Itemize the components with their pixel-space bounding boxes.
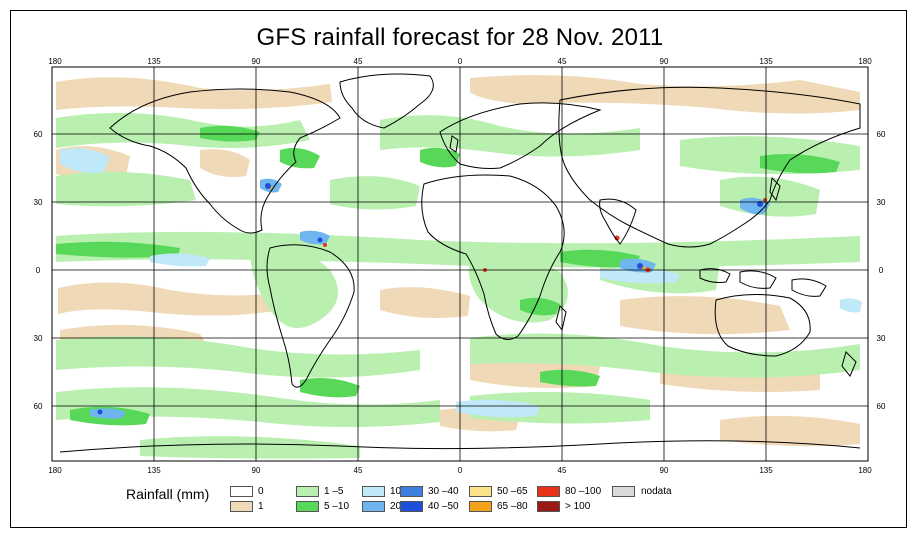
lat-labels-right: 60 30 0 30 60 <box>877 130 886 411</box>
lon-label: 90 <box>252 466 261 475</box>
lon-label: 45 <box>558 57 567 66</box>
lon-label: 180 <box>48 466 62 475</box>
lon-label: 90 <box>252 57 261 66</box>
lat-label: 60 <box>34 130 43 139</box>
lon-label: 90 <box>660 466 669 475</box>
lon-label: 135 <box>147 466 161 475</box>
lon-label: 135 <box>759 57 773 66</box>
lon-label: 0 <box>458 57 463 66</box>
lon-label: 90 <box>660 57 669 66</box>
lon-label: 45 <box>354 466 363 475</box>
lat-label: 0 <box>879 266 884 275</box>
lon-labels-top: 180 135 90 45 0 45 90 135 180 <box>48 57 872 66</box>
lon-label: 0 <box>458 466 463 475</box>
lon-label: 135 <box>147 57 161 66</box>
lat-label: 30 <box>34 198 43 207</box>
graticule <box>52 67 868 461</box>
lon-label: 180 <box>858 466 872 475</box>
lat-label: 30 <box>34 334 43 343</box>
lon-label: 180 <box>858 57 872 66</box>
lat-label: 60 <box>877 402 886 411</box>
lon-label: 45 <box>354 57 363 66</box>
lon-label: 135 <box>759 466 773 475</box>
lat-labels-left: 60 30 0 30 60 <box>34 130 43 411</box>
lat-label: 30 <box>877 198 886 207</box>
figure-frame <box>10 10 907 528</box>
coastlines <box>59 73 861 453</box>
lon-labels-bottom: 180 135 90 45 0 45 90 135 180 <box>48 466 872 475</box>
lat-label: 0 <box>36 266 41 275</box>
lat-label: 60 <box>877 130 886 139</box>
lon-label: 180 <box>48 57 62 66</box>
lon-label: 45 <box>558 466 567 475</box>
lat-label: 60 <box>34 402 43 411</box>
lat-label: 30 <box>877 334 886 343</box>
map-title: GFS rainfall forecast for 28 Nov. 2011 <box>256 24 664 51</box>
